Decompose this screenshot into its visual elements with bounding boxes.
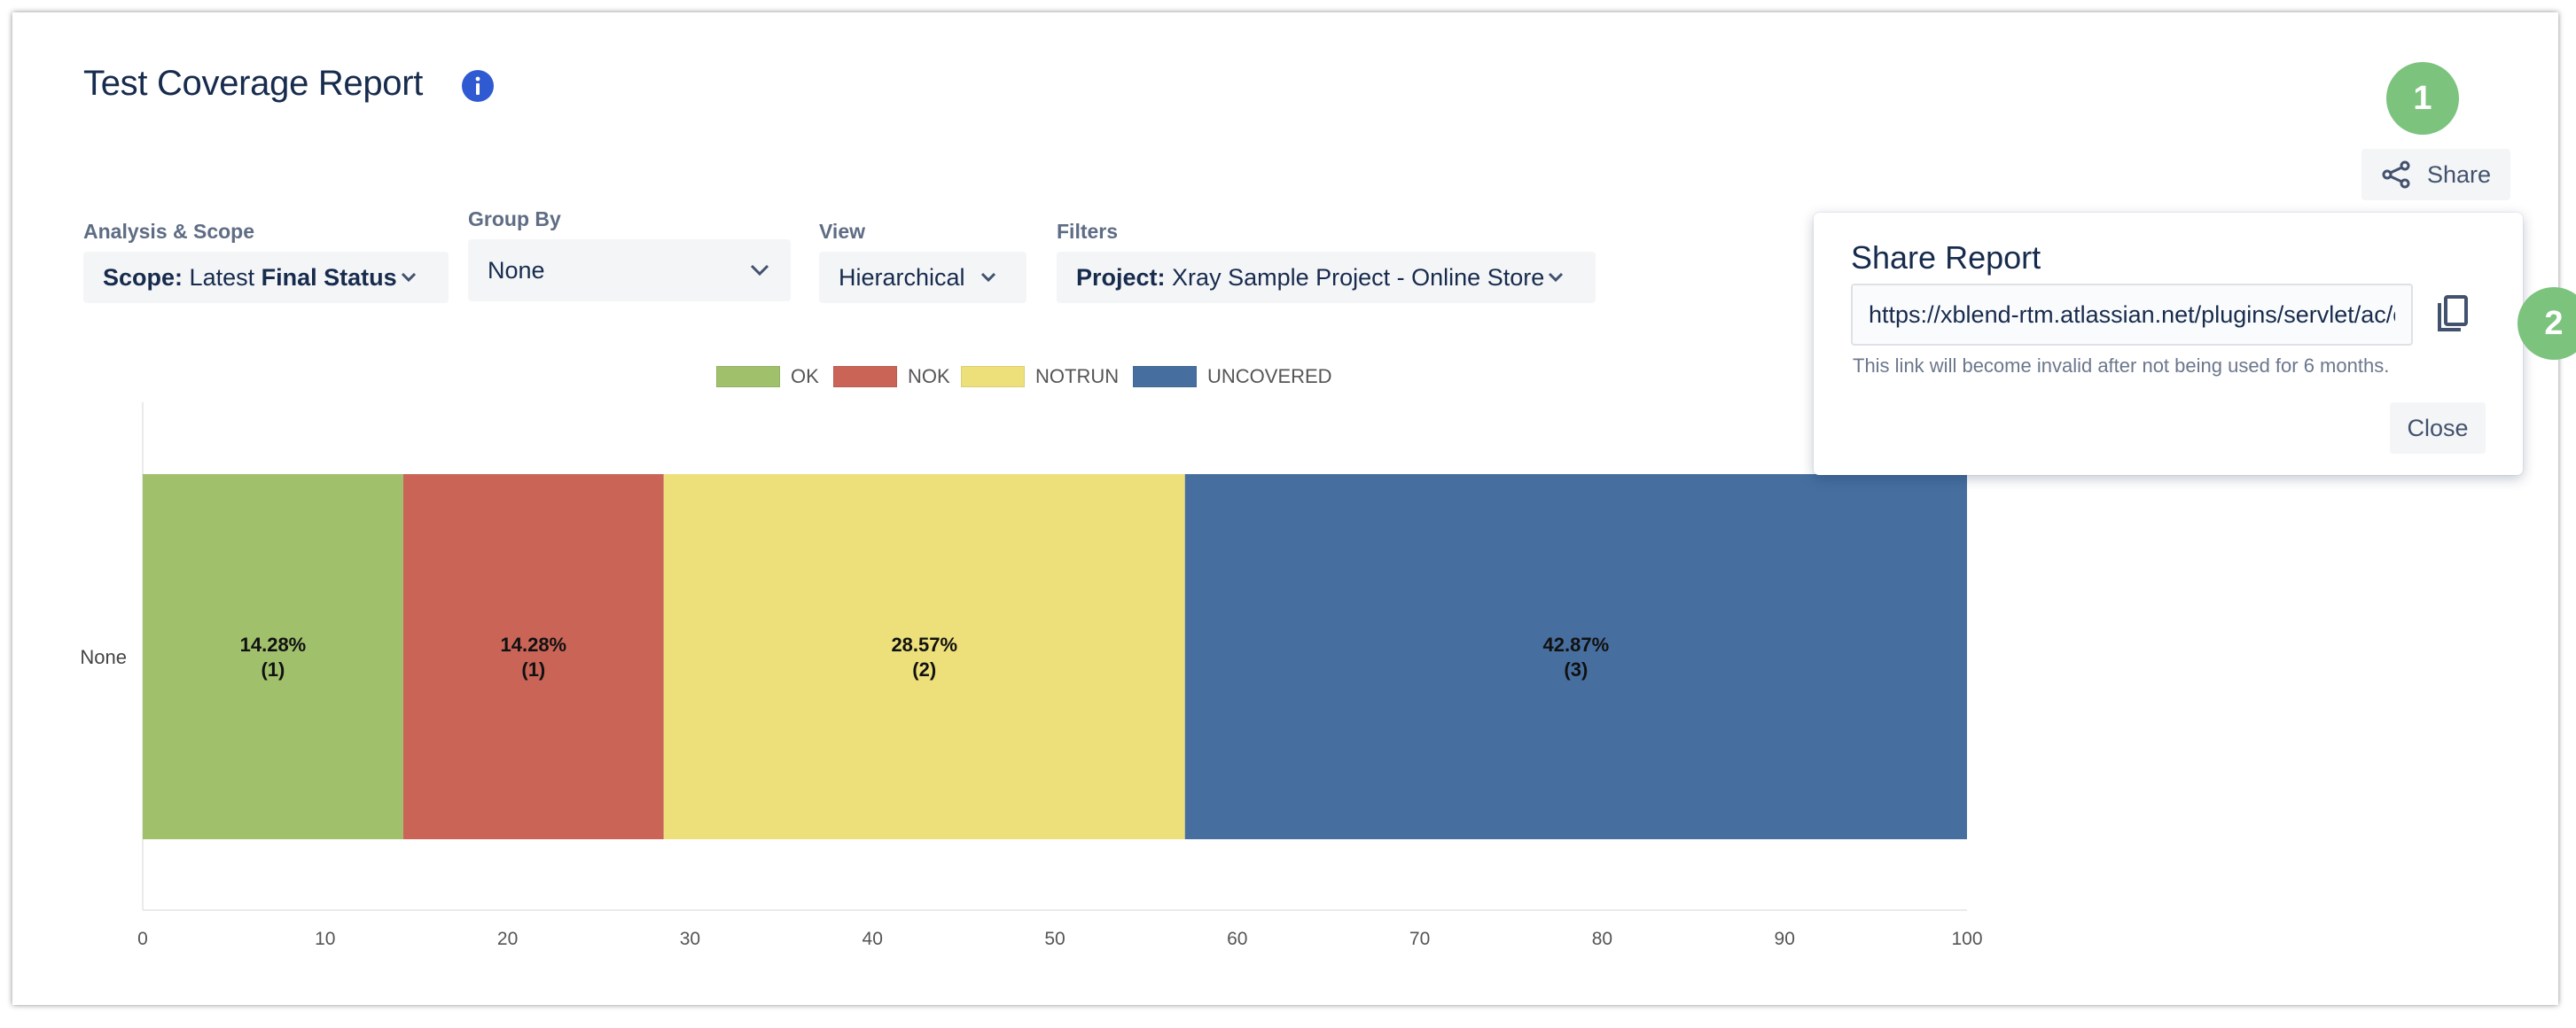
legend-label-ok: OK (791, 365, 819, 387)
view-value: Hierarchical (839, 263, 965, 291)
bar-count-label: (1) (261, 658, 285, 681)
bar-segment-uncovered (1184, 474, 1967, 839)
x-tick-label: 80 (1592, 929, 1612, 949)
scope-prefix: Scope: (103, 263, 183, 291)
bar-segment-nok (402, 474, 664, 839)
legend-swatch-notrun (961, 366, 1025, 387)
legend-swatch-ok (716, 366, 780, 387)
bar-percent-label: 14.28% (240, 634, 307, 656)
share-button[interactable]: Share (2361, 149, 2510, 200)
group-by-value: None (488, 256, 545, 284)
x-tick-label: 10 (315, 929, 335, 949)
project-prefix: Project: (1076, 263, 1166, 291)
x-tick-label: 70 (1409, 929, 1430, 949)
legend-item-notrun[interactable]: NOTRUN (961, 365, 1119, 388)
view-label: View (819, 220, 865, 243)
report-card: Test Coverage Report Analysis & Scope Sc… (12, 12, 2576, 1005)
view-select[interactable]: Hierarchical (819, 252, 1026, 303)
bar-segment-notrun (663, 474, 1185, 839)
legend-label-nok: NOK (908, 365, 950, 387)
chevron-down-icon (401, 272, 417, 283)
popup-title: Share Report (1851, 239, 2041, 276)
popup-hint: This link will become invalid after not … (1853, 354, 2390, 377)
share-report-popup: Share Report This link will become inval… (1814, 213, 2523, 475)
legend-item-uncovered[interactable]: UNCOVERED (1133, 365, 1332, 388)
analysis-scope-label: Analysis & Scope (83, 220, 255, 243)
x-tick-label: 30 (680, 929, 700, 949)
x-tick-label: 0 (137, 929, 148, 949)
group-by-label: Group By (468, 207, 561, 230)
chevron-down-icon (980, 272, 996, 283)
bar-count-label: (1) (521, 658, 545, 681)
close-button[interactable]: Close (2390, 402, 2486, 454)
bar-percent-label: 14.28% (501, 634, 567, 656)
share-url-input[interactable] (1851, 284, 2413, 346)
bar-count-label: (2) (912, 658, 936, 681)
x-tick-label: 40 (863, 929, 883, 949)
info-icon[interactable] (461, 69, 495, 103)
x-tick-label: 100 (1951, 929, 1982, 949)
bar-percent-label: 28.57% (891, 634, 957, 656)
scope-select[interactable]: Scope: Latest Final Status (83, 252, 449, 303)
share-icon (2382, 160, 2410, 189)
legend-item-ok[interactable]: OK (716, 365, 819, 388)
coverage-chart: 0 10 20 30 40 50 60 70 80 90 100None14.28%(1)14.28… (80, 402, 1983, 949)
project-value: Xray Sample Project - Online Store (1172, 263, 1545, 291)
legend-swatch-nok (833, 366, 897, 387)
group-by-select[interactable]: None (468, 239, 791, 301)
chevron-down-icon (1548, 272, 1564, 283)
bar-count-label: (3) (1564, 658, 1588, 681)
x-tick-label: 90 (1775, 929, 1795, 949)
page-title: Test Coverage Report (83, 64, 424, 103)
filters-label: Filters (1057, 220, 1119, 243)
bar-percent-label: 42.87% (1543, 634, 1610, 656)
legend-label-uncovered: UNCOVERED (1207, 365, 1332, 387)
x-tick-label: 20 (497, 929, 518, 949)
x-tick-label: 50 (1044, 929, 1065, 949)
y-category-label: None (80, 646, 127, 668)
legend-item-nok[interactable]: NOK (833, 365, 950, 388)
chevron-down-icon (750, 264, 769, 276)
copy-icon[interactable] (2434, 294, 2470, 335)
bar-segment-ok (143, 474, 403, 839)
x-tick-label: 60 (1227, 929, 1247, 949)
project-filter-select[interactable]: Project: Xray Sample Project - Online St… (1057, 252, 1596, 303)
share-button-label: Share (2426, 160, 2492, 188)
legend-swatch-uncovered (1133, 366, 1197, 387)
scope-value-bold: Final Status (261, 263, 397, 291)
scope-value-plain: Latest (189, 263, 255, 291)
legend-label-notrun: NOTRUN (1035, 365, 1120, 387)
step-badge-1: 1 (2386, 62, 2459, 135)
step-badge-2: 2 (2517, 287, 2576, 360)
